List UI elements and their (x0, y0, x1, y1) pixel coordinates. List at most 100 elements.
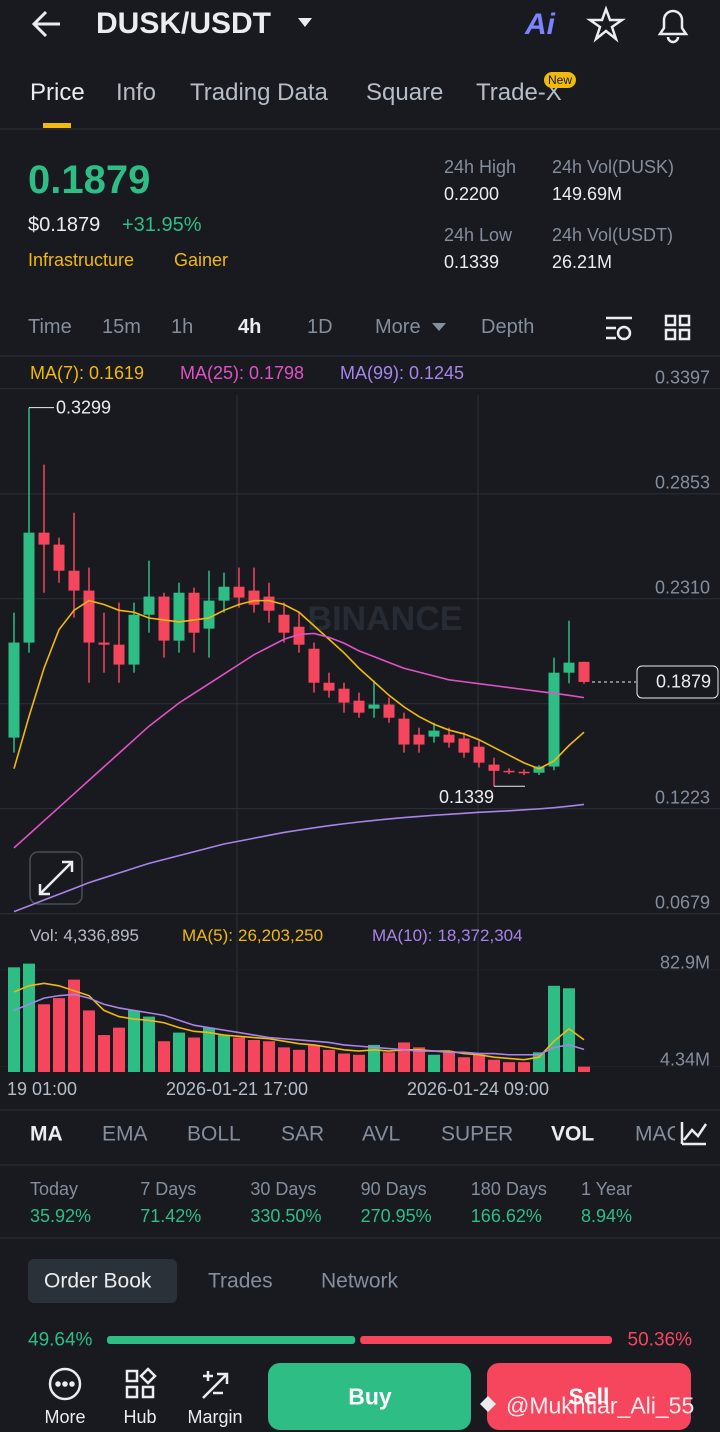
y-tick-label: 4.34M (660, 1049, 710, 1069)
caret-icon[interactable] (298, 18, 312, 27)
candle-body (203, 600, 215, 629)
indicator-tab[interactable]: MA (30, 1122, 63, 1146)
stat-label: 24h High (444, 157, 517, 177)
candle-body (323, 682, 335, 691)
indicator-tab[interactable]: AVL (362, 1122, 401, 1146)
vol-ma-line (13, 982, 585, 1061)
last-price: 0.1879 (28, 158, 151, 202)
new-badge: New (543, 72, 577, 88)
perf-value: 8.94% (581, 1206, 633, 1226)
nav-icon[interactable] (48, 1367, 82, 1401)
indicator-tab[interactable]: EMA (102, 1122, 148, 1146)
candle-body (338, 688, 350, 703)
indicator-tab[interactable]: BOLL (187, 1122, 241, 1146)
star-icon[interactable] (586, 5, 626, 43)
volume-bar (308, 1044, 320, 1072)
vol-value: 26,203,250 (238, 926, 323, 945)
nav-icon[interactable] (125, 1367, 157, 1399)
ma-label: MA(7): (30, 363, 84, 383)
interval[interactable]: 15m (102, 316, 141, 338)
bell-icon[interactable] (657, 9, 689, 44)
candle-body (233, 586, 245, 598)
candle-body (413, 734, 425, 745)
ma-value: 0.1245 (409, 363, 464, 383)
annotation: 0.3299 (56, 397, 111, 417)
tag[interactable]: Infrastructure (28, 250, 135, 270)
volume-bar (503, 1062, 515, 1072)
x-tick-label: 19 01:00 (7, 1079, 77, 1099)
stat-label: 24h Low (444, 225, 513, 245)
candle-body (173, 592, 185, 641)
interval[interactable]: 1h (171, 316, 194, 338)
candle-body (353, 700, 365, 713)
interval[interactable]: 4h (238, 316, 262, 338)
perf-label: 90 Days (360, 1179, 427, 1199)
perf-value: 35.92% (30, 1206, 92, 1226)
x-tick-label: 2026-01-24 09:00 (407, 1079, 549, 1099)
candle-body (23, 532, 35, 643)
ma-value: 0.1619 (89, 363, 144, 383)
indicator-tab[interactable]: MACD (635, 1123, 675, 1145)
ma-legend: MA(99): 0.1245 (340, 363, 464, 383)
volume-bar (473, 1054, 485, 1072)
nav-label[interactable]: More (44, 1407, 86, 1427)
volume-bar (293, 1049, 305, 1072)
ma-value: 0.1798 (249, 363, 304, 383)
candle-body (578, 661, 590, 682)
candle-body (38, 532, 50, 545)
chart-settings-icon[interactable] (680, 1122, 708, 1146)
nav-icon[interactable] (202, 1371, 229, 1399)
candle-body (293, 626, 305, 645)
ma-line (13, 632, 585, 849)
volume-bar (323, 1049, 335, 1072)
back-icon[interactable] (31, 10, 60, 38)
vol-ma-line (13, 993, 585, 1056)
volume-bar (443, 1052, 455, 1072)
pair-title[interactable]: DUSK/USDT (96, 7, 272, 40)
nav-label[interactable]: Margin (187, 1407, 243, 1427)
tab[interactable]: Info (116, 79, 157, 106)
fiat-price: $0.1879 (28, 214, 101, 236)
sell-label[interactable]: Sell (568, 1383, 610, 1410)
candle-body (113, 644, 125, 665)
volume-bar (263, 1041, 275, 1072)
buy-label[interactable]: Buy (348, 1383, 392, 1410)
vol-label: MA(5): (182, 926, 233, 945)
interval[interactable]: More (375, 316, 421, 338)
volume-bar (428, 1054, 440, 1072)
tab[interactable]: Trading Data (190, 79, 328, 106)
caret-icon[interactable] (432, 323, 446, 331)
candle-body (428, 730, 440, 737)
volume-bar (38, 1004, 50, 1072)
layout-icon[interactable] (664, 314, 691, 341)
interval[interactable]: Depth (481, 316, 535, 338)
settings-icon[interactable] (606, 316, 632, 341)
sell-button[interactable] (487, 1363, 691, 1430)
nav-label[interactable]: Hub (123, 1407, 157, 1427)
candle-body (383, 704, 395, 718)
tab-indicator (43, 123, 71, 128)
book-tab[interactable]: Trades (208, 1269, 273, 1293)
candle-body (83, 590, 95, 643)
book-tab[interactable]: Order Book (44, 1269, 152, 1293)
buy-button[interactable] (268, 1363, 471, 1430)
book-tab[interactable]: Network (321, 1269, 399, 1293)
vol-value: 18,372,304 (437, 926, 522, 945)
stat-value: 26.21M (552, 252, 613, 272)
perf-value: 270.95% (360, 1206, 432, 1226)
indicator-tab[interactable]: SAR (281, 1122, 325, 1146)
logo-icon (480, 1396, 496, 1412)
indicator-tab[interactable]: SUPER (441, 1122, 514, 1146)
volume-bar (233, 1037, 245, 1072)
interval[interactable]: Time (28, 316, 72, 338)
tab[interactable]: Square (366, 79, 444, 106)
tab[interactable]: Price (30, 79, 85, 106)
tag[interactable]: Gainer (174, 250, 229, 270)
candle-body (143, 596, 155, 615)
volume-bar (548, 985, 560, 1072)
indicator-tab[interactable]: VOL (551, 1122, 595, 1146)
interval[interactable]: 1D (307, 316, 333, 338)
candle-body (158, 596, 170, 641)
ai-button[interactable]: Ai (525, 8, 555, 41)
